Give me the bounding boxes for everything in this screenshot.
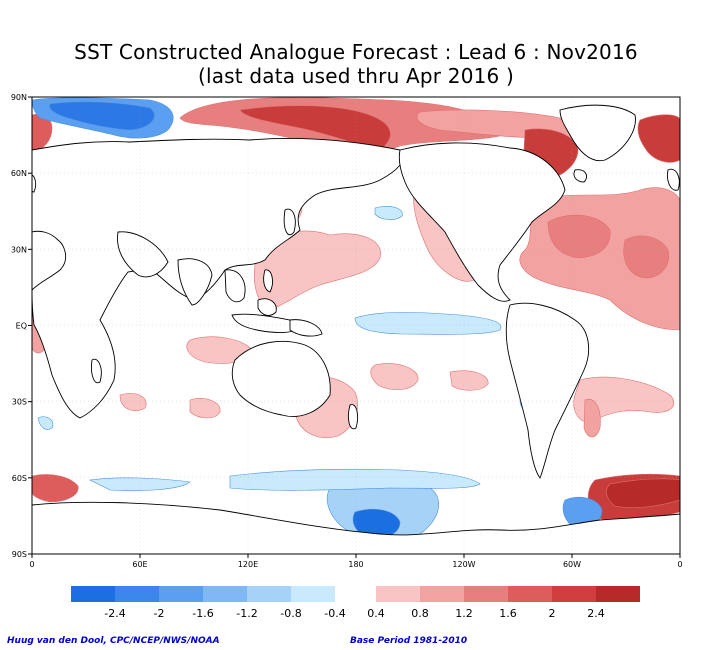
south-pacific-central-warm: [370, 363, 419, 390]
arabian-peninsula: [117, 231, 169, 278]
philippines: [263, 269, 273, 293]
colorbar-negative-swatch: [115, 586, 159, 602]
borneo: [257, 298, 277, 316]
colorbar-positive-swatch: [420, 586, 464, 602]
lat-lon-grid: [32, 97, 680, 554]
longitude-label: 0: [677, 560, 682, 569]
uk: [32, 174, 37, 193]
japan: [283, 208, 296, 236]
colorbar-positive-label: 0.4: [367, 607, 385, 620]
indian-subcontinent: [177, 258, 213, 306]
southern-ocean-west-warm: [32, 474, 79, 503]
colorbar-negative-swatch: [159, 586, 203, 602]
greenland: [559, 104, 636, 162]
longitude-label: 60W: [563, 560, 581, 569]
colorbar-negative-swatch: [203, 586, 247, 602]
colorbar-negative-swatch: [71, 586, 115, 602]
southern-indian-cold-band: [88, 477, 191, 492]
base-period-text: Base Period 1981-2010: [350, 636, 468, 646]
eurasia-africa-landmass: [32, 138, 404, 419]
positive-anomaly-regions: [32, 97, 680, 522]
colorbar-negative-swatch: [247, 586, 291, 602]
colorbar-positive-swatch: [376, 586, 420, 602]
colorbar-negative-label: -2: [154, 607, 165, 620]
south-atlantic-polar-core: [606, 478, 680, 508]
negative-anomaly-regions: [32, 97, 603, 540]
ne-pacific-cold-patch: [374, 206, 403, 220]
colorbar-negative-label: -1.2: [236, 607, 257, 620]
colorbar-positive-label: 2.4: [587, 607, 605, 620]
longitude-axis: 0 60E 120E 180 120W 60W 0: [29, 554, 683, 569]
colorbar-positive-swatch: [596, 586, 640, 602]
latitude-label: 60S: [12, 474, 27, 483]
latitude-label: 90N: [11, 93, 27, 102]
north-america: [398, 142, 566, 302]
longitude-label: 60E: [132, 560, 147, 569]
colorbar-positive-swatch: [464, 586, 508, 602]
credit-text: Huug van den Dool, CPC/NCEP/NWS/NOAA: [7, 636, 220, 646]
south-pacific-east-warm: [449, 370, 489, 391]
barents-warm-region: [637, 114, 680, 163]
new-guinea: [289, 319, 323, 337]
iceland: [573, 169, 587, 183]
latitude-label: 30S: [12, 398, 27, 407]
colorbar-negative-label: -0.4: [324, 607, 345, 620]
colorbar-positive-swatch: [552, 586, 596, 602]
madagascar: [91, 358, 102, 384]
map-subtitle: (last data used thru Apr 2016 ): [197, 64, 515, 88]
latitude-label: 90S: [12, 550, 27, 559]
colorbar-positive-swatch: [508, 586, 552, 602]
colorbar-positive-label: 1.2: [455, 607, 473, 620]
colorbar-positive-label: 2: [549, 607, 556, 620]
latitude-label: 30N: [11, 245, 27, 254]
southern-ocean-cold-band: [229, 468, 481, 491]
southeast-asia: [224, 269, 246, 303]
longitude-label: 0: [29, 560, 34, 569]
south-indian-cold-patch: [37, 416, 54, 430]
australia: [231, 340, 331, 417]
map-title: SST Constructed Analogue Forecast : Lead…: [74, 40, 638, 64]
north-atlantic-core: [547, 214, 611, 259]
colorbar-positive-label: 0.8: [411, 607, 429, 620]
longitude-label: 120E: [238, 560, 258, 569]
antarctica: [32, 501, 680, 554]
colorbar-negative-label: -1.6: [192, 607, 213, 620]
uk-wrap: [667, 168, 680, 191]
south-indian-warm-patch-2: [119, 393, 147, 411]
south-indian-warm-patch: [189, 398, 221, 419]
colorbar-positive-label: 1.6: [499, 607, 517, 620]
anomaly-field: [32, 97, 680, 554]
colorbar: -2.4 -2 -1.6 -1.2 -0.8 -0.4 0.4 0.8 1.2 1.6 2 2.4: [71, 586, 640, 620]
new-zealand: [347, 404, 359, 430]
brazil-current-warm: [583, 398, 601, 438]
arctic-cold-core: [49, 101, 155, 131]
colorbar-negative-label: -0.8: [280, 607, 301, 620]
longitude-label: 120W: [452, 560, 475, 569]
latitude-axis: 90N 60N 30N EQ 30S 60S 90S: [11, 93, 32, 559]
ne-atlantic-core: [623, 235, 670, 279]
latitude-label: 60N: [11, 169, 27, 178]
colorbar-negative-label: -2.4: [104, 607, 125, 620]
south-america: [505, 302, 590, 479]
colorbar-negative-swatch: [291, 586, 335, 602]
equatorial-pacific-cold: [354, 312, 502, 335]
latitude-label: EQ: [16, 322, 27, 331]
longitude-label: 180: [348, 560, 363, 569]
coastlines: [32, 104, 680, 554]
